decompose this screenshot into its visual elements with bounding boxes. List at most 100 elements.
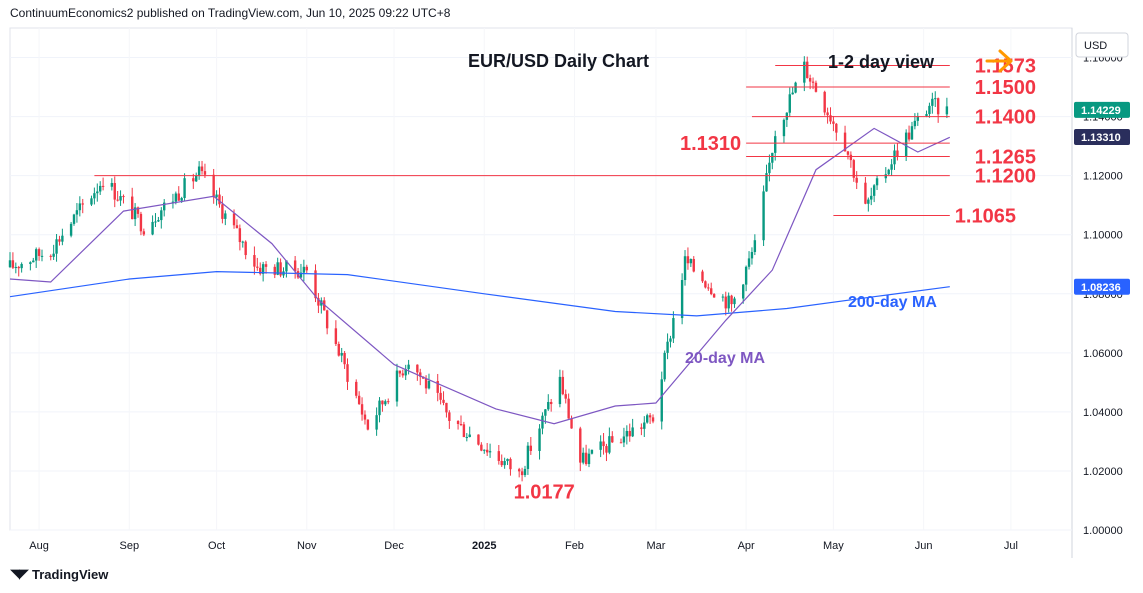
candle-body <box>485 449 489 453</box>
candle-body <box>40 255 44 257</box>
candle-body <box>523 468 527 476</box>
ma200-line <box>9 270 950 317</box>
candle-body <box>896 150 899 157</box>
candle-body <box>666 341 669 353</box>
candle-body <box>480 444 483 451</box>
tradingview-footer[interactable]: ◥◤ TradingView <box>10 566 108 582</box>
candle-body <box>646 415 649 423</box>
candle-body <box>416 364 419 373</box>
candle-body <box>590 449 594 454</box>
candle-body <box>75 210 79 215</box>
candle-body <box>544 409 547 416</box>
level-label: 1.1400 <box>975 107 1036 129</box>
candle-body <box>343 353 346 365</box>
candle-body <box>579 428 582 463</box>
candle-body <box>832 121 835 124</box>
candle-body <box>78 203 82 211</box>
candle-body <box>762 191 765 241</box>
candle-body <box>547 401 550 410</box>
candle-body <box>395 370 399 402</box>
candle-body <box>864 182 867 204</box>
candle-body <box>890 164 893 170</box>
candle-body <box>707 287 710 289</box>
candle-body <box>113 183 116 200</box>
candle-body <box>509 458 512 470</box>
candle-body <box>459 423 463 425</box>
candle-body <box>462 424 466 438</box>
candle-body <box>174 193 178 202</box>
candle-body <box>846 151 850 155</box>
level-label: 1.1500 <box>975 77 1036 99</box>
eurusd-chart[interactable]: 1.160001.140001.120001.100001.080001.060… <box>0 0 1143 562</box>
candle-body <box>317 298 320 306</box>
candle-body <box>314 270 317 299</box>
candle-body <box>200 166 204 172</box>
candle-body <box>663 352 666 380</box>
candle-body <box>325 310 329 329</box>
candle-body <box>643 422 646 429</box>
candle-body <box>55 239 58 254</box>
price-badge-label: 1.13310 <box>1081 132 1121 144</box>
candle-body <box>375 415 378 430</box>
currency-box <box>1075 32 1129 58</box>
candle-body <box>517 469 521 472</box>
candle-body <box>192 178 195 182</box>
candle-body <box>238 228 242 243</box>
candle-body <box>384 401 387 405</box>
candle-body <box>791 92 794 95</box>
candle-body <box>276 262 279 275</box>
candle-body <box>648 415 652 418</box>
candle-body <box>945 106 949 115</box>
level-label: 1.1200 <box>975 166 1036 188</box>
candle-body <box>17 266 20 269</box>
candle-body <box>160 210 163 221</box>
candle-body <box>794 82 797 93</box>
candle-body <box>96 191 99 194</box>
candle-body <box>753 240 757 252</box>
candle-body <box>439 392 442 400</box>
level-label: 1.1065 <box>955 206 1016 228</box>
candle-body <box>131 196 134 220</box>
candle-body <box>529 445 533 451</box>
tradingview-brand: TradingView <box>32 566 109 582</box>
candle-body <box>934 98 937 100</box>
candle-body <box>782 119 786 137</box>
candle-body <box>101 185 105 187</box>
candle-body <box>564 394 567 399</box>
y-tick-label: 1.04000 <box>1083 407 1123 419</box>
level-label: 1.1310 <box>680 133 741 155</box>
candle-body <box>398 370 402 374</box>
candle-body <box>340 353 343 356</box>
candle-body <box>20 263 23 269</box>
candle-body <box>215 194 218 198</box>
candle-body <box>669 338 672 342</box>
candle-body <box>721 296 725 298</box>
level-label: 1.0177 <box>514 482 575 504</box>
candle-body <box>907 132 911 140</box>
candle-body <box>500 460 503 466</box>
y-tick-label: 1.06000 <box>1083 348 1123 360</box>
candle-body <box>849 154 853 161</box>
candle-body <box>803 61 806 83</box>
x-tick-label: May <box>823 540 844 552</box>
x-tick-label: Jun <box>915 540 933 552</box>
price-badge-label: 1.14229 <box>1081 105 1121 117</box>
candle-body <box>867 199 870 204</box>
candle-body <box>587 453 591 465</box>
candle-body <box>811 81 815 83</box>
candle-body <box>823 91 826 113</box>
candle-body <box>468 434 471 438</box>
candle-body <box>302 266 306 273</box>
candle-body <box>218 194 221 205</box>
candle-body <box>407 364 410 370</box>
candle-body <box>771 152 774 163</box>
candle-body <box>445 402 448 413</box>
candle-body <box>212 174 215 198</box>
candle-body <box>29 262 32 264</box>
x-tick-label: Feb <box>565 540 584 552</box>
candle-body <box>61 235 64 242</box>
candle-body <box>424 378 428 389</box>
candle-body <box>90 198 93 205</box>
candle-body <box>11 260 15 268</box>
candle-body <box>826 112 829 116</box>
